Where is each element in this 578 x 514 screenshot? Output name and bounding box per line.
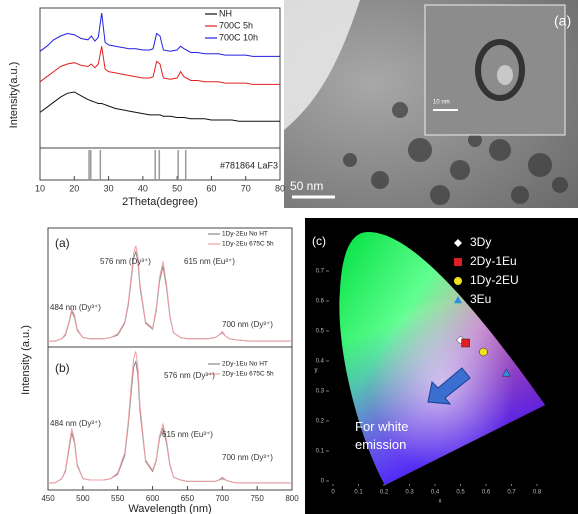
x-tick-label: 450	[41, 494, 55, 503]
y-tick-label: 0.3	[316, 389, 325, 395]
x-tick-label: 550	[111, 494, 125, 503]
page: {"chart_data":[ {"type":"line","xlabel":…	[0, 0, 578, 514]
y-axis-label: Intensity (a.u.)	[20, 325, 32, 395]
annotation: 615 nm (Eu³⁺)	[184, 257, 235, 266]
legend-label: 1Dy-2Eu 675C 5h	[222, 241, 274, 248]
point	[479, 348, 487, 356]
x-tick-label: 0.4	[431, 490, 440, 496]
panel-label: (a)	[55, 236, 70, 250]
x-tick-label: 0.5	[456, 490, 465, 496]
legend-label: 700C 5h	[219, 20, 253, 30]
y-tick-label: 0.5	[316, 329, 325, 335]
series-line	[40, 46, 280, 84]
x-axis-label: 2Theta(degree)	[122, 196, 198, 208]
panel-label: (a)	[554, 13, 571, 29]
x-tick-label: 30	[104, 183, 114, 193]
legend-label: 1Dy-2EU	[470, 273, 519, 287]
figure: 50 nm 10 nm (a) 10 20 30 40 50 60 70 80 2Theta(d…	[0, 0, 578, 514]
annotation: 484 nm (Dy³⁺)	[50, 303, 101, 312]
annotation: 484 nm (Dy³⁺)	[50, 419, 101, 428]
y-tick-label: 0.4	[316, 359, 325, 365]
x-tick-label: 800	[285, 494, 299, 503]
x-tick-label: 20	[69, 183, 79, 193]
x-tick-label: 0.7	[507, 490, 516, 496]
legend-label: 2Dy-1Eu No HT	[222, 361, 268, 368]
x-tick-label: 700	[216, 494, 230, 503]
x-tick-label: 0.6	[482, 490, 491, 496]
point	[462, 339, 470, 347]
legend-label: 700C 10h	[219, 32, 258, 42]
series-line	[40, 92, 280, 121]
x-tick-label: 60	[206, 183, 216, 193]
legend-label: 3Eu	[470, 292, 491, 306]
x-tick-label: 0.8	[533, 490, 542, 496]
x-tick-label: 40	[138, 183, 148, 193]
panel-label: (c)	[312, 234, 326, 248]
x-tick-label: 500	[76, 494, 90, 503]
x-tick-label: 50	[172, 183, 182, 193]
reference-label: #781864 LaF3	[220, 160, 278, 170]
x-tick-label: 70	[241, 183, 251, 193]
x-axis-label: Wavelength (nm)	[128, 503, 211, 514]
legend-label: 2Dy-1Eu 675C 5h	[222, 371, 274, 378]
y-tick-label: 0.7	[316, 269, 325, 275]
x-tick-label: 0.2	[380, 490, 389, 496]
y-axis-label: y	[315, 368, 318, 374]
x-tick-label: 750	[250, 494, 264, 503]
annotation: 700 nm (Dy³⁺)	[222, 453, 273, 462]
x-tick-label: 0.1	[354, 490, 363, 496]
annotation: 576 nm (Dy³⁺)	[164, 371, 215, 380]
legend-label: 1Dy-2Eu No HT	[222, 231, 268, 238]
x-tick-label: 10	[35, 183, 45, 193]
y-axis-label: Intensity(a.u.)	[8, 62, 20, 129]
legend-label: 3Dy	[470, 235, 491, 249]
panel-label: (b)	[55, 361, 70, 375]
legend-label: 2Dy-1Eu	[470, 254, 517, 268]
y-tick-label: 0.1	[316, 449, 325, 455]
x-tick-label: 0.3	[405, 490, 414, 496]
x-tick-label: 650	[181, 494, 195, 503]
x-tick-label: 80	[275, 183, 285, 193]
scale-bar: 50 nm	[290, 179, 323, 193]
tem-image: 50 nm 10 nm (a)	[284, 0, 578, 208]
legend-label: NH	[219, 8, 232, 18]
annotation: 700 nm (Dy³⁺)	[222, 320, 273, 329]
y-tick-label: 0.2	[316, 419, 325, 425]
legend-marker	[454, 258, 462, 266]
y-tick-label: 0.6	[316, 299, 325, 305]
annotation: 576 nm (Dy³⁺)	[100, 257, 151, 266]
x-axis-label: x	[439, 499, 442, 505]
x-tick-label: 600	[146, 494, 160, 503]
annotation: 615 nm (Eu³⁺)	[162, 430, 213, 439]
inset-scale-bar: 10 nm	[433, 100, 450, 106]
legend-marker	[454, 277, 462, 285]
